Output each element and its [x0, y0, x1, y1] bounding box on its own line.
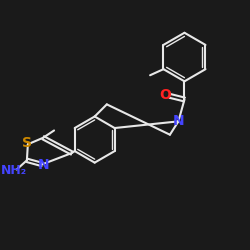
Text: NH₂: NH₂	[1, 164, 27, 177]
Text: O: O	[160, 88, 172, 102]
Text: N: N	[38, 158, 50, 172]
Text: N: N	[173, 114, 185, 128]
Text: S: S	[22, 136, 32, 150]
